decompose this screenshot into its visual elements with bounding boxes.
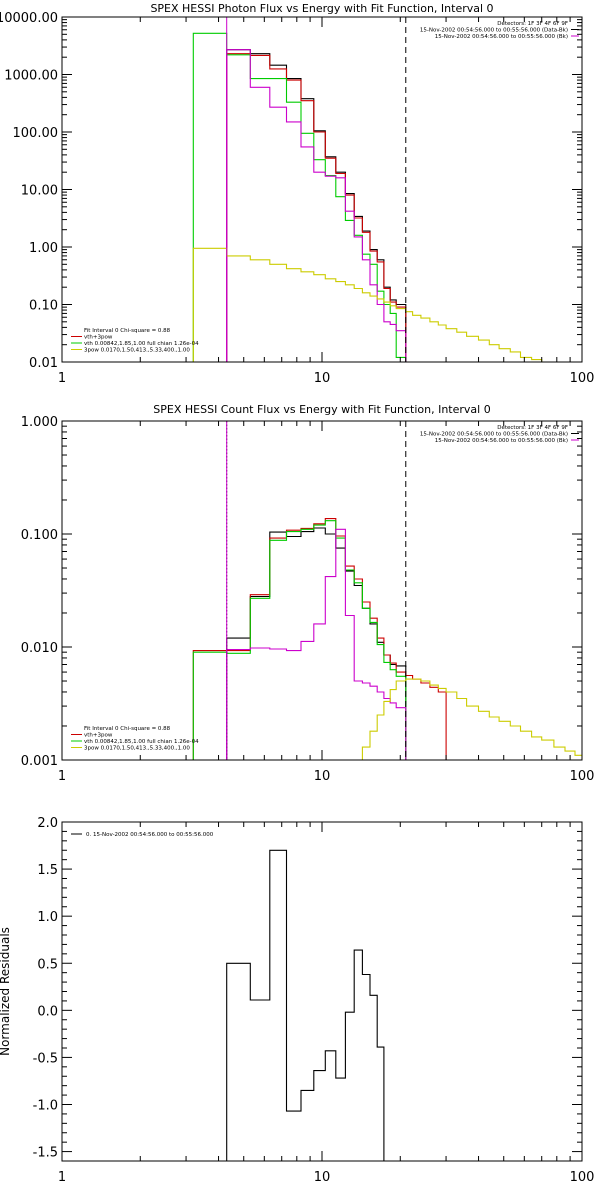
y-tick-label: 1.5 [37, 863, 58, 878]
y-tick-label: 0.10 [29, 299, 58, 314]
y-tick-label: -1.5 [33, 1146, 58, 1161]
series-layer [192, 32, 555, 362]
fit-legend-line: 3pow 0.0170,1.50,413.,5.33,400.,1.00 [84, 746, 190, 752]
x-tick-label: 1 [58, 769, 66, 784]
series-2-line [226, 53, 407, 362]
series-3-line [192, 520, 407, 760]
x-tick-label: 10 [314, 769, 331, 784]
series-4-line [226, 49, 407, 362]
x-tick-label: 100 [570, 1170, 595, 1185]
chart-title: SPEX HESSI Count Flux vs Energy with Fit… [153, 403, 490, 416]
series-5-line [361, 678, 582, 760]
fit-legend-line: vth 0.00842,1.85,1.00 full chian 1.26e-0… [84, 341, 199, 347]
series-1-line [226, 849, 385, 1161]
y-tick-label: 0.01 [29, 356, 58, 371]
y-tick-label: 0.0 [37, 1004, 58, 1019]
y-tick-label: 0.001 [21, 754, 58, 769]
y-tick-label: 10.00 [21, 184, 58, 199]
info-line: 15-Nov-2002 00:54:56.000 to 00:55:56.000… [435, 438, 568, 444]
y-tick-label: 1.000 [21, 415, 58, 430]
y-axis-label: Normalized Residuals [0, 927, 12, 1056]
y-tick-label: 0.5 [37, 957, 58, 972]
info-line: 15-Nov-2002 00:54:56.000 to 00:55:56.000… [420, 28, 568, 34]
info-line: 15-Nov-2002 00:54:56.000 to 00:55:56.000… [420, 432, 568, 438]
x-tick-label: 10 [314, 1170, 331, 1185]
fit-legend-line: vth 0.00842,1.85,1.00 full chian 1.26e-0… [84, 739, 199, 745]
y-tick-label: 0.100 [21, 528, 58, 543]
x-tick-label: 100 [570, 769, 595, 784]
y-tick-label: -1.0 [33, 1099, 58, 1114]
y-tick-label: 100.00 [13, 126, 59, 141]
chart-panel-1: SPEX HESSI Photon Flux vs Energy with Fi… [0, 2, 594, 386]
fit-legend-line: vth+3pow [84, 733, 113, 739]
x-tick-label: 100 [570, 371, 595, 386]
info-line: Detectors: 1F 3F 4F 6F 9F [497, 21, 568, 27]
residual-legend-text: 0. 15-Nov-2002 00:54:56.000 to 00:55:56.… [86, 832, 214, 838]
plot-frame [61, 16, 583, 363]
chart-title: SPEX HESSI Photon Flux vs Energy with Fi… [150, 2, 493, 15]
chart-panel-3: 1 10 100 -1.5 -1.0 -0.5 0.0 0.5 1.0 1.5 2.0 Normali… [0, 816, 594, 1185]
series-layer [226, 849, 385, 1161]
y-tick-label: 0.010 [21, 641, 58, 656]
fit-legend-line: vth+3pow [84, 335, 113, 341]
y-tick-label: 2.0 [37, 816, 58, 831]
y-tick-label: 1.0 [37, 910, 58, 925]
plot-frame [61, 821, 583, 1162]
fit-legend-line: Fit Interval 0 Chi-square = 0.88 [84, 726, 171, 732]
series-4-line [226, 528, 407, 760]
x-tick-label: 10 [314, 371, 331, 386]
info-line: Detectors: 1F 3F 4F 6F 9F [497, 425, 568, 431]
x-tick-label: 1 [58, 1170, 66, 1185]
series-3-line [192, 32, 414, 362]
fit-legend-line: Fit Interval 0 Chi-square = 0.88 [84, 328, 171, 334]
series-1-line [226, 49, 407, 362]
series-5-line [192, 247, 555, 362]
chart-panel-2: SPEX HESSI Count Flux vs Energy with Fit… [21, 403, 595, 784]
plot-frame [61, 420, 583, 761]
y-tick-label: 10000.00 [0, 11, 58, 26]
series-1-line [226, 527, 407, 760]
series-layer [192, 518, 582, 760]
fit-legend-line: 3pow 0.0170,1.50,413.,5.33,400.,1.00 [84, 348, 190, 354]
y-tick-label: 1.00 [29, 241, 58, 256]
y-tick-label: 1000.00 [4, 69, 58, 84]
info-line: 15-Nov-2002 00:54:56.000 to 00:55:56.000… [435, 34, 568, 40]
y-tick-label: -0.5 [33, 1051, 58, 1066]
x-tick-label: 1 [58, 371, 66, 386]
